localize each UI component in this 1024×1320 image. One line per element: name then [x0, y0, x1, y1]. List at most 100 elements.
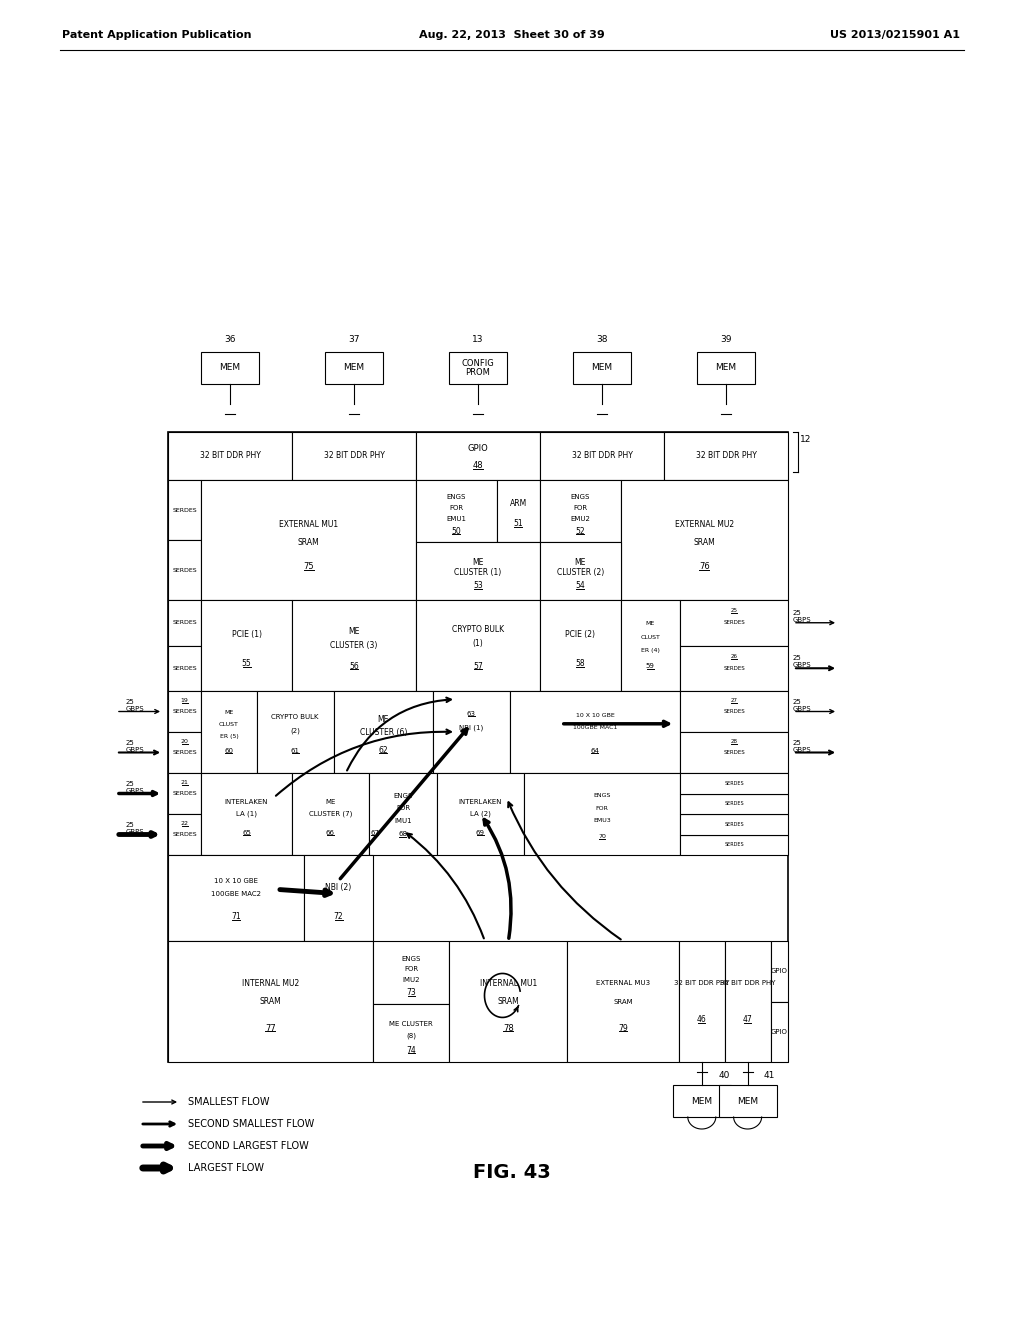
Bar — [679, 941, 725, 1063]
Bar — [334, 690, 433, 774]
Bar — [433, 690, 510, 774]
Text: 69: 69 — [476, 830, 485, 836]
Text: 38: 38 — [596, 335, 608, 345]
Text: 27: 27 — [730, 698, 737, 704]
Bar — [770, 941, 788, 1002]
Text: SRAM: SRAM — [613, 998, 633, 1005]
Text: INTERLAKEN: INTERLAKEN — [224, 799, 268, 805]
Bar — [680, 793, 788, 814]
Text: 52: 52 — [575, 527, 585, 536]
Text: 57: 57 — [473, 661, 483, 671]
Text: 39: 39 — [720, 335, 732, 345]
Text: LA (2): LA (2) — [470, 810, 490, 817]
Text: FIG. 43: FIG. 43 — [473, 1163, 551, 1181]
Text: 56: 56 — [349, 661, 358, 671]
Text: SMALLEST FLOW: SMALLEST FLOW — [188, 1097, 269, 1107]
Text: PROM: PROM — [466, 368, 490, 378]
Text: SRAM: SRAM — [259, 997, 282, 1006]
Text: CLUST: CLUST — [640, 635, 660, 640]
Text: GPIO: GPIO — [771, 1028, 787, 1035]
Text: FOR: FOR — [596, 805, 608, 810]
Text: EXTERNAL MU3: EXTERNAL MU3 — [596, 981, 650, 986]
Text: NBI (2): NBI (2) — [326, 883, 351, 892]
Bar — [673, 1085, 731, 1117]
Text: 47: 47 — [742, 1015, 753, 1024]
Text: 64: 64 — [591, 748, 599, 754]
Text: SERDES: SERDES — [723, 750, 744, 755]
Text: ME: ME — [224, 710, 233, 715]
Text: 70: 70 — [598, 834, 606, 840]
Text: ARM: ARM — [510, 499, 527, 508]
Text: ENGS: ENGS — [446, 495, 466, 500]
Bar — [292, 601, 416, 690]
Text: CRYPTO BULK: CRYPTO BULK — [271, 714, 319, 721]
Text: 36: 36 — [224, 335, 236, 345]
Text: FOR: FOR — [404, 966, 418, 973]
Text: SERDES: SERDES — [172, 709, 197, 714]
Text: 21: 21 — [180, 780, 188, 785]
Text: SERDES: SERDES — [172, 620, 197, 626]
Text: ER (5): ER (5) — [219, 734, 239, 739]
Text: CLUSTER (2): CLUSTER (2) — [557, 568, 604, 577]
Bar — [497, 480, 540, 543]
Text: 59: 59 — [646, 664, 654, 669]
Bar — [437, 774, 524, 855]
Text: MEM: MEM — [343, 363, 365, 372]
Text: ENGS: ENGS — [593, 793, 610, 799]
Text: 32 BIT DDR PHY: 32 BIT DDR PHY — [324, 451, 384, 461]
Bar — [416, 480, 497, 543]
Text: 10 X 10 GBE: 10 X 10 GBE — [214, 878, 258, 884]
Bar — [168, 480, 201, 540]
Text: 22: 22 — [180, 821, 188, 826]
Text: PCIE (2): PCIE (2) — [565, 630, 595, 639]
Text: EMU3: EMU3 — [593, 818, 611, 824]
Text: 54: 54 — [575, 581, 585, 590]
Bar — [168, 855, 304, 941]
Text: 60: 60 — [224, 748, 233, 754]
Bar — [680, 774, 788, 793]
Bar — [304, 855, 373, 941]
Text: 100GBE MAC1: 100GBE MAC1 — [572, 726, 617, 730]
Text: FOR: FOR — [450, 506, 464, 511]
Text: SERDES: SERDES — [723, 709, 744, 714]
Text: SERDES: SERDES — [723, 665, 744, 671]
Text: 41: 41 — [764, 1071, 775, 1080]
Text: 51: 51 — [513, 519, 523, 528]
Text: 25: 25 — [730, 609, 737, 614]
Text: SERDES: SERDES — [172, 568, 197, 573]
Text: 76: 76 — [699, 562, 710, 570]
Text: 65: 65 — [242, 830, 251, 836]
Text: (1): (1) — [473, 639, 483, 648]
Text: 63: 63 — [467, 711, 476, 717]
Text: 66: 66 — [326, 830, 335, 836]
Text: 77: 77 — [265, 1023, 275, 1032]
Text: ENGS: ENGS — [401, 956, 421, 961]
Bar — [168, 540, 201, 601]
Text: SERDES: SERDES — [172, 750, 197, 755]
Text: INTERLAKEN: INTERLAKEN — [459, 799, 502, 805]
Text: IMU1: IMU1 — [394, 817, 412, 824]
Bar — [325, 352, 383, 384]
Bar — [680, 645, 788, 690]
Text: 37: 37 — [348, 335, 359, 345]
Text: SRAM: SRAM — [693, 539, 715, 546]
Bar — [369, 774, 437, 855]
Text: LARGEST FLOW: LARGEST FLOW — [188, 1163, 264, 1173]
Bar — [510, 690, 680, 774]
Bar — [540, 543, 621, 601]
Text: NBI (1): NBI (1) — [459, 725, 483, 731]
Bar — [573, 352, 631, 384]
Bar — [201, 774, 292, 855]
Bar — [680, 814, 788, 834]
Text: SERDES: SERDES — [172, 507, 197, 512]
Text: CONFIG: CONFIG — [462, 359, 495, 368]
Text: ME: ME — [574, 558, 586, 568]
Bar — [292, 774, 369, 855]
Bar — [168, 645, 201, 690]
Bar — [168, 733, 201, 774]
Text: EXTERNAL MU1: EXTERNAL MU1 — [279, 520, 338, 529]
Text: ME: ME — [472, 558, 483, 568]
Text: MEM: MEM — [219, 363, 241, 372]
Bar — [168, 774, 201, 814]
Bar — [540, 432, 664, 480]
